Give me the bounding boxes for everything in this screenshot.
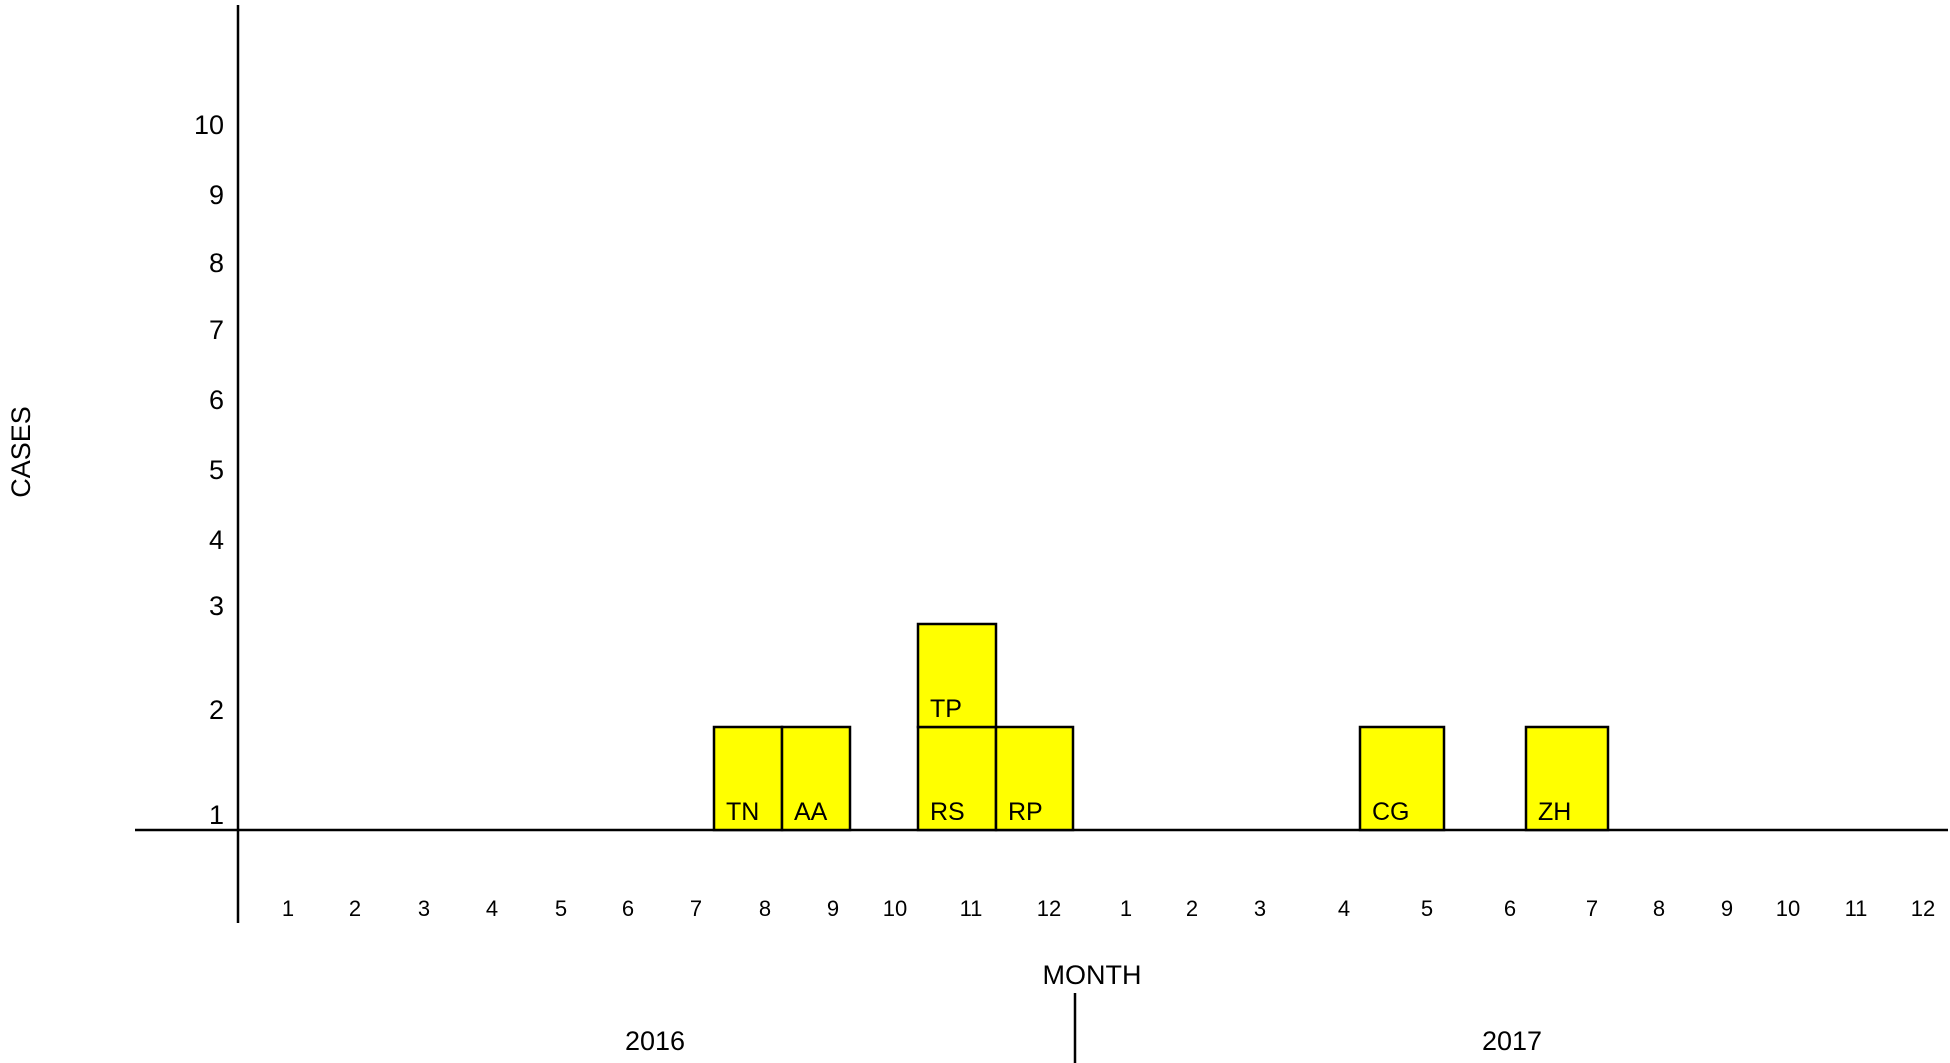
case-box-rect <box>780 725 852 832</box>
x-tick-label: 12 <box>1037 896 1061 921</box>
x-tick-label: 3 <box>418 896 430 921</box>
x-tick-label: 2 <box>1186 896 1198 921</box>
case-box-tp: TP <box>916 622 998 729</box>
x-tick-label: 5 <box>555 896 567 921</box>
x-tick-label: 4 <box>486 896 498 921</box>
y-tick-label: 6 <box>209 385 224 415</box>
x-tick-labels: 1 2 3 4 5 6 7 8 9 10 11 12 1 2 3 4 5 6 7 8 9 10 11 12 <box>282 896 1935 921</box>
x-tick-label: 4 <box>1338 896 1350 921</box>
case-box-rect <box>916 725 998 832</box>
year-label-2016: 2016 <box>625 1026 685 1056</box>
x-axis-title: MONTH <box>1043 960 1142 990</box>
x-tick-label: 2 <box>349 896 361 921</box>
x-tick-label: 5 <box>1421 896 1433 921</box>
y-tick-label: 4 <box>209 525 224 555</box>
case-box-zh: ZH <box>1524 725 1610 832</box>
case-label: RP <box>1008 798 1043 826</box>
case-label: ZH <box>1538 798 1571 826</box>
y-tick-labels: 1 2 3 4 5 6 7 8 9 10 <box>194 110 224 830</box>
case-box-rect <box>1524 725 1610 832</box>
case-label: CG <box>1372 798 1410 826</box>
year-labels: 2016 2017 <box>625 1026 1542 1056</box>
y-tick-label: 7 <box>209 315 224 345</box>
x-tick-label: 10 <box>1776 896 1800 921</box>
case-box-rect <box>1358 725 1446 832</box>
case-label: TP <box>930 695 962 723</box>
y-tick-label: 2 <box>209 695 224 725</box>
x-tick-label: 10 <box>883 896 907 921</box>
case-box-aa: AA <box>780 725 852 832</box>
x-tick-label: 7 <box>1586 896 1598 921</box>
y-tick-label: 9 <box>209 180 224 210</box>
x-tick-label: 6 <box>1504 896 1516 921</box>
x-tick-label: 7 <box>690 896 702 921</box>
case-box-tn: TN <box>712 725 784 832</box>
case-label: RS <box>930 798 965 826</box>
x-tick-label: 9 <box>1721 896 1733 921</box>
y-tick-label: 3 <box>209 591 224 621</box>
case-boxes: TN AA RS TP RP CG ZH <box>712 622 1610 832</box>
x-tick-label: 9 <box>827 896 839 921</box>
x-tick-label: 3 <box>1254 896 1266 921</box>
y-tick-label: 10 <box>194 110 224 140</box>
case-box-rs: RS <box>916 725 998 832</box>
case-box-rect <box>994 725 1075 832</box>
case-label: AA <box>794 798 828 826</box>
y-tick-label: 5 <box>209 455 224 485</box>
x-tick-label: 1 <box>282 896 294 921</box>
case-box-rect <box>916 622 998 729</box>
x-tick-label: 11 <box>1845 896 1868 921</box>
y-tick-label: 1 <box>209 800 224 830</box>
x-tick-label: 8 <box>1653 896 1665 921</box>
case-box-rp: RP <box>994 725 1075 832</box>
x-tick-label: 8 <box>759 896 771 921</box>
case-box-rect <box>712 725 784 832</box>
x-tick-label: 12 <box>1911 896 1935 921</box>
case-box-cg: CG <box>1358 725 1446 832</box>
x-tick-label: 1 <box>1120 896 1132 921</box>
x-tick-label: 6 <box>622 896 634 921</box>
y-tick-label: 8 <box>209 248 224 278</box>
y-axis-title: CASES <box>6 406 36 498</box>
year-label-2017: 2017 <box>1482 1026 1542 1056</box>
x-tick-label: 11 <box>960 896 983 921</box>
case-label: TN <box>726 798 759 826</box>
